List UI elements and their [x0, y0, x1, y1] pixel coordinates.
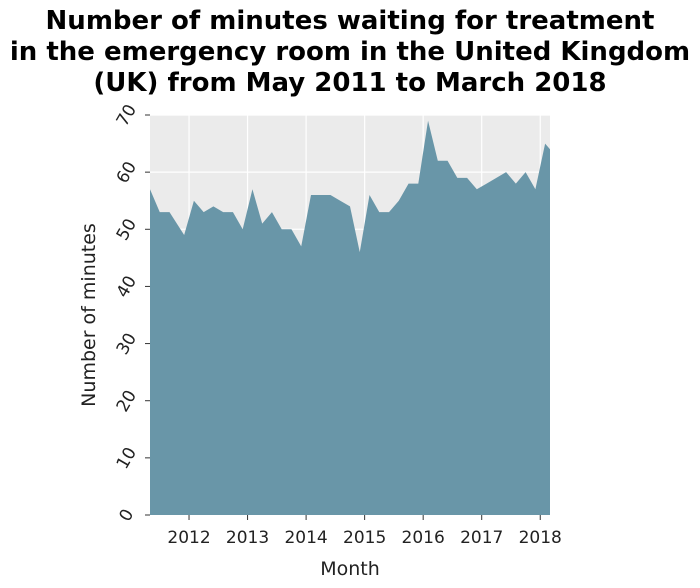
title-line-3: (UK) from May 2011 to March 2018 — [93, 68, 607, 98]
y-axis-label: Number of minutes — [78, 223, 100, 407]
y-tick-label: 70 — [113, 101, 141, 130]
x-axis: 2012 2013 2014 2015 2016 2017 2018 — [167, 515, 562, 548]
x-tick-label: 2012 — [167, 528, 210, 548]
y-tick-label: 0 — [115, 506, 138, 525]
waiting-minutes-area — [150, 120, 550, 516]
x-tick-label: 2018 — [519, 528, 562, 548]
x-axis-label: Month — [320, 558, 380, 580]
y-tick-label: 50 — [113, 215, 141, 244]
x-tick-label: 2015 — [343, 528, 386, 548]
x-tick-label: 2013 — [226, 528, 269, 548]
chart-title: Number of minutes waiting for treatment … — [0, 6, 700, 99]
x-tick-label: 2014 — [284, 528, 327, 548]
x-tick-label: 2016 — [402, 528, 445, 548]
y-tick-label: 40 — [113, 273, 141, 302]
y-tick-label: 30 — [113, 330, 141, 359]
title-line-2: in the emergency room in the United King… — [9, 37, 691, 67]
y-tick-label: 10 — [113, 444, 141, 473]
y-tick-label: 60 — [113, 158, 141, 187]
title-line-1: Number of minutes waiting for treatment — [45, 6, 655, 36]
x-tick-label: 2017 — [460, 528, 503, 548]
y-axis: 0 10 20 30 40 50 60 70 — [113, 101, 150, 525]
y-tick-label: 20 — [113, 387, 141, 416]
